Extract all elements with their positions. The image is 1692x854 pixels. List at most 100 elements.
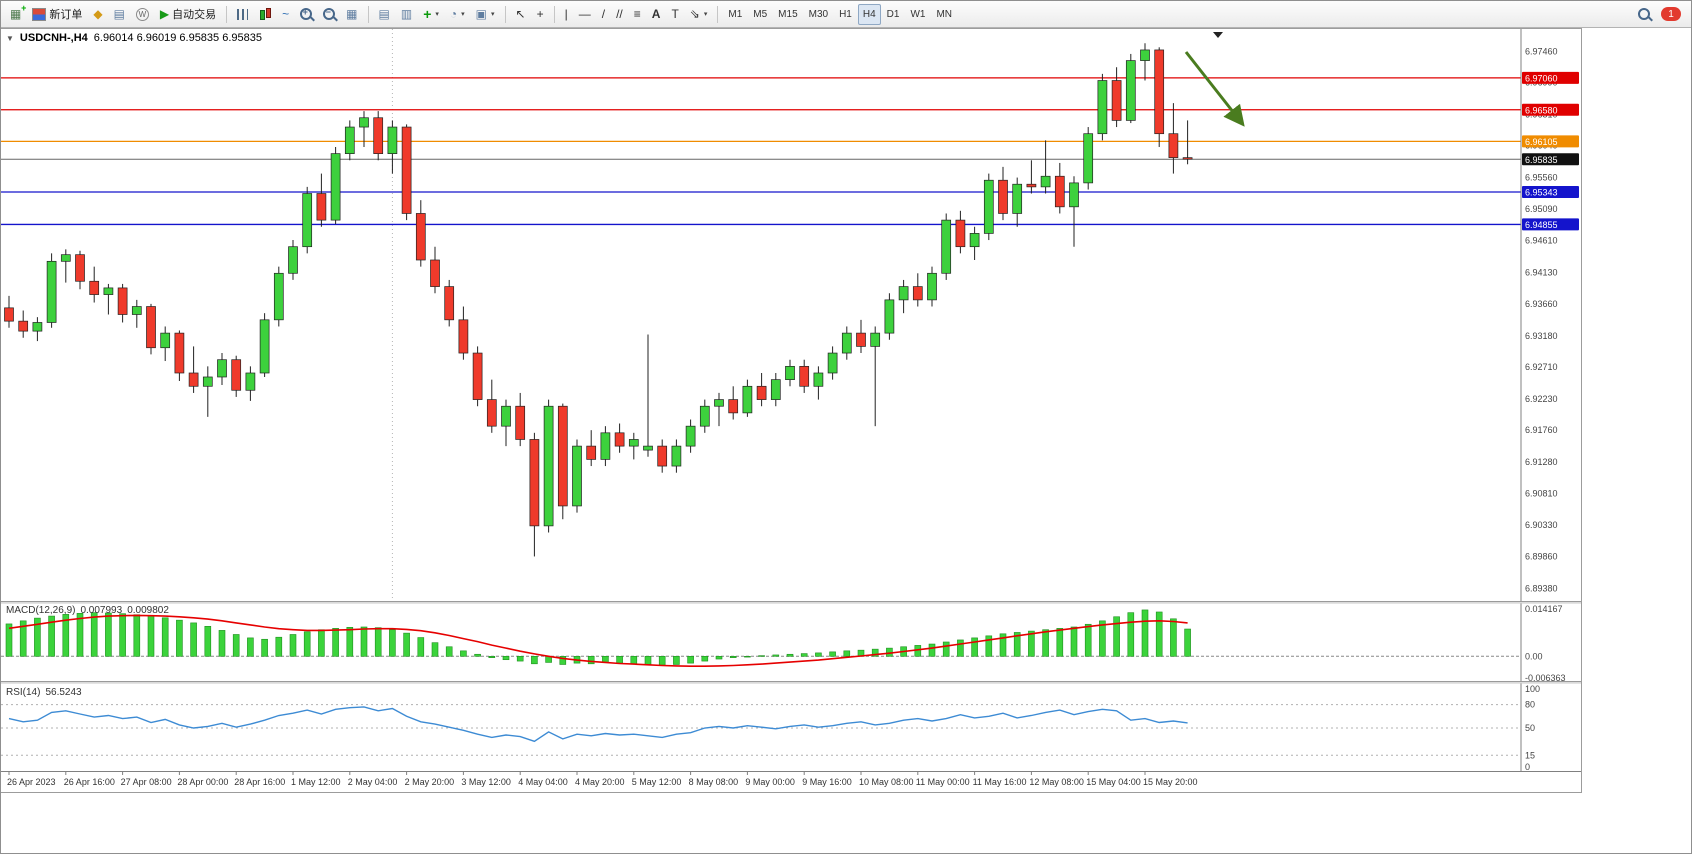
notification-badge[interactable]: 1 [1661, 7, 1681, 21]
label-tool-icon: T [671, 7, 679, 21]
svg-text:15: 15 [1525, 750, 1535, 760]
svg-text:6.96580: 6.96580 [1525, 105, 1558, 115]
new-chart-button[interactable]: ▦ [5, 4, 27, 25]
svg-text:15 May 20:00: 15 May 20:00 [1143, 777, 1198, 787]
trendline-button[interactable]: / [597, 4, 610, 25]
candles-layer [4, 43, 1193, 557]
new-order-button[interactable]: 新订单 [27, 4, 87, 25]
cursor-button[interactable]: ↖ [511, 4, 531, 25]
dropdown-caret-icon: ▾ [703, 11, 708, 18]
search-icon [1638, 8, 1650, 20]
svg-text:8 May 08:00: 8 May 08:00 [689, 777, 739, 787]
indicators-button[interactable]: + ▾ [418, 4, 444, 25]
dropdown-caret-icon: ▾ [435, 11, 439, 18]
arrange-charts-button[interactable]: ▤ [374, 4, 395, 25]
svg-text:4 May 20:00: 4 May 20:00 [575, 777, 625, 787]
timeframe-m1-button[interactable]: M1 [723, 4, 747, 25]
text-tool-button[interactable]: A [647, 4, 666, 25]
data-window-icon: ▤ [113, 7, 125, 21]
svg-text:6.93180: 6.93180 [1525, 331, 1558, 341]
community-button[interactable]: W [131, 4, 154, 25]
bar-chart-icon [237, 8, 249, 20]
data-window-button[interactable]: ▤ [109, 4, 130, 25]
shapes-button[interactable]: ⇘ ▾ [685, 4, 713, 25]
fibonacci-icon: ≡ [633, 7, 641, 21]
zoom-out-button[interactable] [318, 4, 340, 25]
profiles-button[interactable]: ◆ [88, 4, 107, 25]
candlestick-chart-button[interactable] [254, 4, 276, 25]
svg-text:3 May 12:00: 3 May 12:00 [461, 777, 511, 787]
channel-icon: // [616, 7, 623, 21]
svg-text:26 Apr 16:00: 26 Apr 16:00 [64, 777, 115, 787]
new-order-icon [32, 7, 47, 21]
svg-text:15 May 04:00: 15 May 04:00 [1086, 777, 1141, 787]
svg-text:6.95835: 6.95835 [1525, 155, 1558, 165]
horizontal-line-button[interactable]: — [574, 4, 596, 25]
cascade-charts-icon: ▥ [400, 7, 413, 21]
crosshair-button[interactable]: + [532, 4, 549, 25]
auto-trading-button[interactable]: ▶ 自动交易 [155, 4, 221, 25]
svg-text:2 May 04:00: 2 May 04:00 [348, 777, 398, 787]
svg-text:1 May 12:00: 1 May 12:00 [291, 777, 341, 787]
hlines-layer [1, 77, 1521, 226]
svg-text:6.93660: 6.93660 [1525, 299, 1558, 309]
timeframe-m5-button[interactable]: M5 [748, 4, 772, 25]
svg-text:6.95560: 6.95560 [1525, 173, 1558, 183]
crosshair-icon: + [536, 7, 544, 21]
arrow-shape-icon: ⇘ [689, 7, 700, 21]
label-tool-button[interactable]: T [666, 4, 683, 25]
time-axis: 26 Apr 2023 26 Apr 16:00 27 Apr 08:00 28 Ap… [7, 771, 1198, 787]
svg-text:6.90810: 6.90810 [1525, 488, 1558, 498]
toolbar-separator [504, 5, 506, 23]
zoom-in-button[interactable] [295, 4, 317, 25]
cascade-charts-button[interactable]: ▥ [396, 4, 417, 25]
timeframe-w1-button[interactable]: W1 [905, 4, 930, 25]
periods-button[interactable]: ◔ ▾ [445, 4, 470, 25]
svg-text:28 Apr 16:00: 28 Apr 16:00 [234, 777, 285, 787]
templates-button[interactable]: ▣ ▾ [471, 4, 500, 25]
channel-button[interactable]: // [611, 4, 628, 25]
search-button[interactable] [1633, 4, 1655, 25]
dropdown-caret-icon: ▾ [491, 11, 495, 18]
timeframe-group: M1 M5 M15 M30 H1 H4 D1 W1 MN [723, 3, 957, 25]
tile-windows-button[interactable]: ▦ [341, 4, 362, 25]
timeframe-mn-button[interactable]: MN [931, 4, 957, 25]
line-chart-button[interactable]: ~ [277, 4, 294, 25]
timeframe-m15-button[interactable]: M15 [773, 4, 802, 25]
vertical-line-button[interactable]: | [560, 4, 573, 25]
svg-text:6.91760: 6.91760 [1525, 425, 1558, 435]
svg-text:6.95090: 6.95090 [1525, 204, 1558, 214]
timeframe-m30-button[interactable]: M30 [804, 4, 833, 25]
add-indicator-icon: + [423, 6, 432, 22]
price-badges: 6.97060 6.96580 6.96105 6.95835 6.95343 6.948… [1522, 71, 1579, 231]
svg-text:6.90330: 6.90330 [1525, 520, 1558, 530]
bar-chart-button[interactable] [232, 4, 253, 25]
chart-shift-marker [1213, 32, 1223, 38]
toolbar-separator [367, 5, 369, 23]
toolbar-separator [226, 5, 228, 23]
auto-trading-label: 自动交易 [172, 9, 217, 21]
svg-text:4 May 04:00: 4 May 04:00 [518, 777, 568, 787]
community-w-icon: W [135, 7, 149, 21]
svg-text:6.92230: 6.92230 [1525, 394, 1558, 404]
cursor-icon: ↖ [515, 7, 526, 21]
tile-windows-icon: ▦ [346, 7, 358, 21]
svg-text:9 May 00:00: 9 May 00:00 [745, 777, 795, 787]
toolbar: ▦ 新订单 ◆ ▤ W ▶自动交易 ~ ▦ ▤ ▥ +▾ ◔▾ ▣▾ ↖ + |… [1, 1, 1691, 28]
timeframe-h4-button[interactable]: H4 [857, 3, 881, 25]
svg-text:6.97060: 6.97060 [1525, 73, 1558, 83]
svg-text:11 May 00:00: 11 May 00:00 [916, 777, 970, 787]
svg-text:6.92710: 6.92710 [1525, 362, 1558, 372]
macd-signal-line [8, 614, 1188, 668]
svg-text:50: 50 [1525, 723, 1535, 733]
svg-text:28 Apr 00:00: 28 Apr 00:00 [177, 777, 228, 787]
svg-text:2 May 20:00: 2 May 20:00 [405, 777, 455, 787]
toolbar-right: 1 [1633, 4, 1687, 25]
timeframe-h1-button[interactable]: H1 [834, 4, 857, 25]
fibonacci-button[interactable]: ≡ [629, 4, 646, 25]
svg-text:-0.006363: -0.006363 [1525, 673, 1566, 683]
chart-canvas[interactable]: 6.974606.969906.965106.960406.955606.950… [1, 29, 1581, 792]
timeframe-d1-button[interactable]: D1 [882, 4, 905, 25]
svg-text:11 May 16:00: 11 May 16:00 [973, 777, 1027, 787]
svg-text:6.94610: 6.94610 [1525, 236, 1558, 246]
